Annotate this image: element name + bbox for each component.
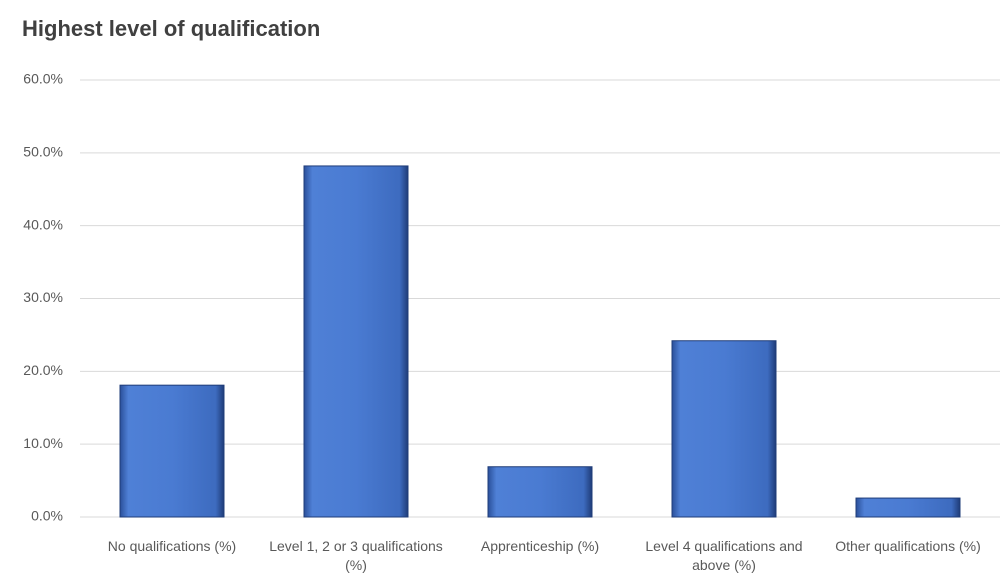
x-tick-label: Apprenticeship (%)	[480, 538, 600, 554]
bar	[119, 384, 225, 518]
x-tick-label: No qualifications (%)	[107, 538, 237, 554]
bar	[303, 165, 409, 518]
y-tick-label: 20.0%	[23, 362, 63, 378]
y-tick-label: 0.0%	[31, 508, 63, 524]
bar	[671, 340, 777, 518]
y-tick-label: 50.0%	[23, 144, 63, 160]
bar	[855, 497, 961, 518]
bar	[487, 466, 593, 518]
y-tick-label: 30.0%	[23, 289, 63, 305]
chart-title: Highest level of qualification	[22, 16, 320, 41]
x-tick-label: Other qualifications (%)	[835, 538, 981, 554]
y-tick-label: 60.0%	[23, 71, 63, 87]
y-tick-label: 10.0%	[23, 435, 63, 451]
y-tick-label: 40.0%	[23, 216, 63, 232]
x-tick-label: Level 4 qualifications and above (%)	[645, 538, 803, 573]
x-tick-label: Level 1, 2 or 3 qualifications (%)	[269, 538, 443, 573]
